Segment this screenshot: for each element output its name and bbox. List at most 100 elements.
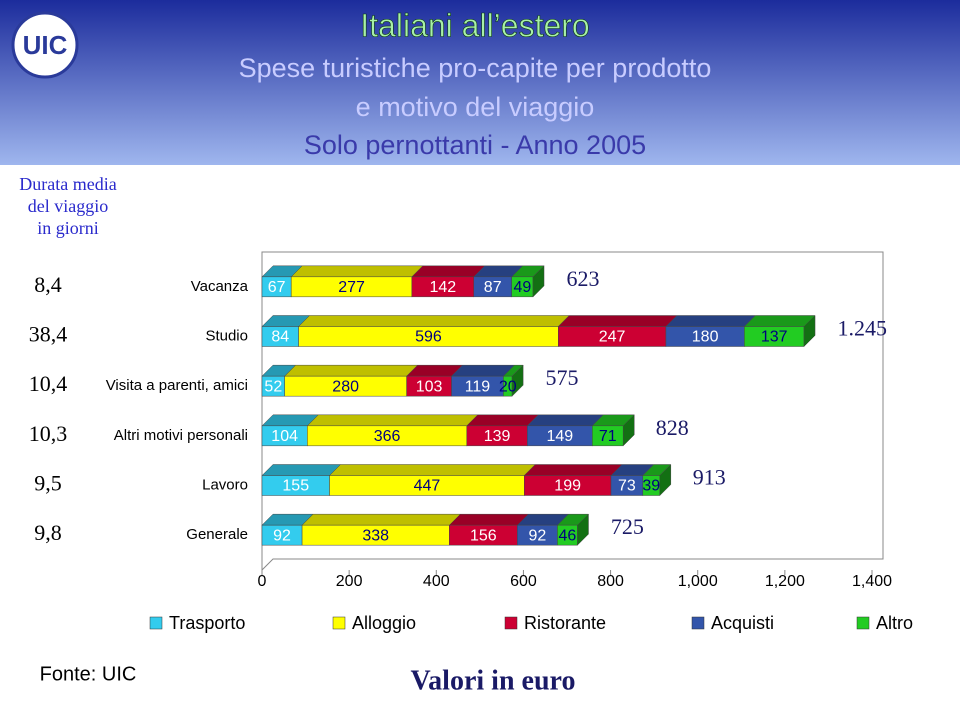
bar-side	[803, 314, 816, 348]
legend-swatch	[332, 616, 346, 630]
x-tick-label: 400	[423, 573, 450, 590]
value-label: 338	[362, 527, 389, 544]
legend-swatch	[856, 616, 870, 630]
bar-top	[557, 315, 678, 327]
x-tick-label: 200	[336, 573, 363, 590]
bar-side	[532, 265, 545, 298]
value-label: 71	[599, 428, 617, 445]
value-label: 92	[528, 527, 546, 544]
duration-label: 9,8	[34, 520, 62, 545]
duration-title: in giorni	[37, 218, 99, 238]
bar-side	[659, 463, 672, 497]
value-label: 20	[499, 378, 517, 395]
x-tick-label: 1,200	[765, 573, 805, 590]
value-label: 84	[271, 329, 289, 346]
bar-top	[290, 265, 424, 278]
value-label: 199	[554, 478, 581, 495]
value-label: 52	[264, 378, 282, 395]
bar-top	[526, 414, 604, 427]
value-label: 180	[692, 329, 719, 346]
legend-label: Altro	[876, 613, 913, 633]
value-label: 119	[465, 378, 491, 395]
duration-label: 38,4	[29, 322, 68, 347]
total-label: 828	[656, 415, 689, 440]
value-label: 49	[513, 279, 531, 296]
value-label: 103	[416, 378, 443, 395]
bar-top	[743, 315, 816, 327]
category-label: Generale	[186, 526, 248, 543]
x-tick-label: 1,000	[678, 573, 718, 590]
bar-top	[284, 364, 419, 377]
value-label: 277	[338, 279, 365, 296]
value-label: 366	[374, 428, 401, 445]
total-label: 575	[546, 365, 579, 390]
value-label: 247	[599, 329, 626, 346]
subtitle: e motivo del viaggio	[356, 92, 595, 122]
bar-side	[622, 414, 635, 447]
category-label: Altri motivi personali	[114, 427, 248, 444]
value-label: 73	[618, 478, 636, 495]
value-label: 156	[470, 527, 497, 544]
bar-top	[297, 315, 570, 327]
value-label: 39	[642, 478, 660, 495]
logo-circle	[11, 11, 79, 79]
duration-title: Durata media	[19, 174, 116, 194]
duration-label: 9,5	[34, 471, 62, 496]
duration-label: 10,3	[29, 421, 68, 446]
value-label: 155	[282, 478, 309, 495]
value-label: 67	[268, 279, 286, 296]
value-label: 92	[273, 527, 291, 544]
legend-label: Ristorante	[524, 613, 606, 633]
bar-top	[261, 464, 342, 476]
bar-top	[301, 513, 461, 526]
category-label: Studio	[205, 327, 248, 344]
value-label: 46	[559, 527, 577, 544]
value-label: 447	[414, 478, 441, 495]
value-label: 87	[484, 279, 502, 296]
subtitle: Solo pernottanti - Anno 2005	[304, 130, 646, 160]
bar-top	[448, 513, 529, 526]
subtitle: Spese turistiche pro-capite per prodotto	[239, 53, 712, 83]
category-label: Vacanza	[191, 278, 249, 295]
bar-side	[577, 513, 589, 546]
x-tick-label: 1,400	[852, 573, 892, 590]
value-label: 137	[761, 329, 788, 346]
total-label: 1.245	[837, 316, 887, 341]
bar-top	[665, 315, 756, 327]
bar-top	[466, 414, 539, 427]
source: Fonte: UIC	[40, 663, 137, 685]
value-label: 596	[415, 329, 442, 346]
category-label: Visita a parenti, amici	[106, 377, 248, 394]
bar-top	[523, 464, 623, 476]
value-label: 139	[484, 428, 511, 445]
legend-swatch	[691, 616, 705, 630]
units-note: Valori in euro	[411, 665, 576, 696]
duration-label: 10,4	[29, 371, 68, 396]
x-tick-label: 800	[597, 573, 624, 590]
value-label: 142	[429, 279, 456, 296]
total-label: 913	[693, 465, 726, 490]
x-tick-label: 600	[510, 573, 537, 590]
legend-swatch	[504, 616, 518, 630]
bar-top	[411, 265, 486, 278]
logo: UIC	[23, 30, 68, 60]
total-label: 725	[611, 514, 644, 539]
legend-label: Alloggio	[352, 613, 416, 633]
bar-top	[328, 464, 536, 476]
banner	[0, 0, 960, 165]
bar-side	[511, 364, 524, 397]
bar-top	[306, 414, 479, 427]
value-label: 104	[271, 428, 298, 445]
value-label: 149	[546, 428, 573, 445]
chart-title: Italiani all’estero	[360, 7, 589, 43]
value-label: 280	[332, 378, 359, 395]
legend-label: Acquisti	[711, 613, 774, 633]
duration-title: del viaggio	[28, 196, 108, 216]
legend-label: Trasporto	[169, 613, 245, 633]
total-label: 623	[566, 266, 599, 291]
legend-swatch	[149, 616, 163, 630]
x-tick-label: 0	[258, 573, 267, 590]
duration-label: 8,4	[34, 272, 62, 297]
